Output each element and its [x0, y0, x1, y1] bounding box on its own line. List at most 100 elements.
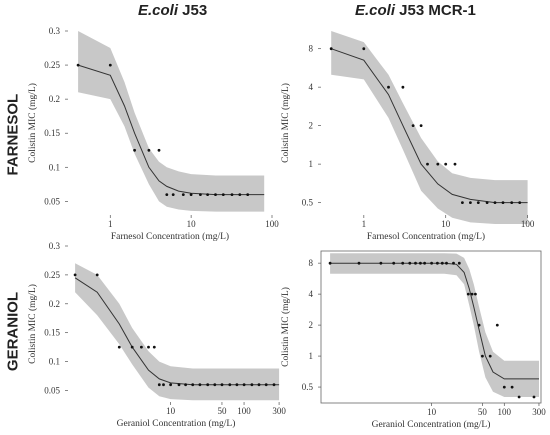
- data-point: [493, 201, 497, 205]
- data-point: [501, 201, 505, 205]
- data-point: [140, 345, 143, 349]
- data-point: [517, 395, 521, 399]
- data-point: [440, 261, 444, 265]
- column-title-j53: E.coli J53: [138, 2, 207, 19]
- data-point: [466, 292, 470, 296]
- x-tick-label: 10: [441, 219, 451, 229]
- data-point: [457, 261, 461, 265]
- y-tick-label: 8: [309, 44, 314, 54]
- fitted-curve: [77, 64, 265, 196]
- x-tick-label: 10: [166, 406, 176, 416]
- data-point: [238, 193, 242, 197]
- data-point: [414, 261, 417, 265]
- y-tick-label: 1: [309, 351, 314, 361]
- data-point: [228, 383, 232, 387]
- x-tick-label: 300: [532, 407, 546, 417]
- data-point: [461, 201, 464, 205]
- data-point: [246, 193, 250, 197]
- data-point: [328, 261, 332, 265]
- data-point: [411, 124, 415, 127]
- data-point: [73, 273, 77, 277]
- x-axis-label: Farnesol Concentration (mg/L): [111, 231, 229, 242]
- data-point: [206, 193, 210, 197]
- data-point: [419, 124, 423, 127]
- data-point: [184, 383, 188, 387]
- x-tick-label: 100: [498, 407, 512, 417]
- y-axis-label: Colistin MIC (mg/L): [280, 83, 291, 163]
- column-title-mcr1-rest: J53 MCR-1: [395, 2, 476, 19]
- data-point: [423, 261, 426, 265]
- y-tick-label: 4: [309, 289, 314, 299]
- data-point: [518, 201, 522, 205]
- data-point: [108, 63, 112, 67]
- confidence-band: [331, 31, 528, 224]
- data-point: [357, 261, 361, 265]
- data-point: [264, 383, 268, 387]
- y-tick-label: 0.5: [302, 382, 314, 392]
- fitted-curve: [331, 48, 528, 204]
- data-point: [430, 261, 433, 265]
- data-point: [213, 383, 217, 387]
- y-tick-label: 0.1: [49, 357, 60, 367]
- x-tick-label: 50: [217, 406, 227, 416]
- chart-geraniol-j53-mcr1: 0.5 1 2 4 8 10 50 100 300 Geraniol Concentration …: [280, 250, 546, 430]
- data-point: [171, 193, 175, 197]
- data-point: [436, 261, 439, 265]
- row-title-farnesol: FARNESOL: [4, 93, 22, 176]
- y-axis-label: Colistin MIC (mg/L): [27, 284, 38, 364]
- x-tick-label: 1: [362, 219, 367, 229]
- data-point: [481, 354, 484, 358]
- y-axis-label: Colistin MIC (mg/L): [27, 83, 38, 163]
- x-axis-label: Geraniol Concentration (mg/L): [372, 419, 491, 430]
- data-point: [169, 383, 173, 387]
- data-point: [444, 162, 448, 166]
- data-point: [162, 383, 165, 387]
- column-title-j53-italic: E.coli: [138, 2, 179, 19]
- data-point: [147, 345, 150, 349]
- data-point: [76, 63, 80, 67]
- data-point: [453, 162, 457, 166]
- data-point: [191, 383, 195, 387]
- data-point: [510, 201, 514, 205]
- data-point: [152, 345, 156, 349]
- data-point: [242, 383, 246, 387]
- data-point: [477, 323, 481, 327]
- plot-frame: [320, 250, 542, 404]
- data-point: [510, 385, 514, 389]
- data-point: [199, 193, 202, 197]
- data-point: [488, 354, 492, 358]
- data-point: [452, 261, 455, 265]
- y-axis-label: Colistin MIC (mg/L): [280, 287, 291, 367]
- data-point: [379, 261, 383, 265]
- y-tick-label: 0.3: [49, 241, 61, 251]
- y-tick-label: 0.2: [49, 299, 60, 309]
- data-point: [117, 345, 121, 349]
- data-point: [445, 261, 448, 265]
- data-point: [147, 148, 151, 152]
- data-point: [230, 193, 234, 197]
- y-tick-label: 1: [309, 159, 314, 169]
- data-point: [157, 383, 161, 387]
- data-point: [95, 273, 99, 277]
- x-axis-label: Geraniol Concentration (mg/L): [117, 418, 236, 429]
- data-point: [470, 292, 474, 296]
- x-tick-label: 100: [237, 406, 251, 416]
- data-point: [419, 261, 422, 265]
- data-point: [206, 383, 210, 387]
- y-tick-label: 2: [309, 121, 314, 131]
- x-tick-label: 100: [265, 219, 279, 229]
- data-point: [485, 201, 489, 205]
- y-tick-label: 0.5: [302, 198, 314, 208]
- data-point: [198, 383, 202, 387]
- y-tick-label: 8: [309, 258, 314, 268]
- x-tick-label: 10: [187, 219, 197, 229]
- data-point: [392, 261, 396, 265]
- data-point: [426, 162, 429, 166]
- data-point: [502, 385, 506, 389]
- data-point: [214, 193, 217, 197]
- data-point: [250, 383, 254, 387]
- data-point: [362, 47, 366, 51]
- data-point: [235, 383, 239, 387]
- y-tick-label: 0.05: [44, 385, 60, 395]
- data-point: [408, 261, 412, 265]
